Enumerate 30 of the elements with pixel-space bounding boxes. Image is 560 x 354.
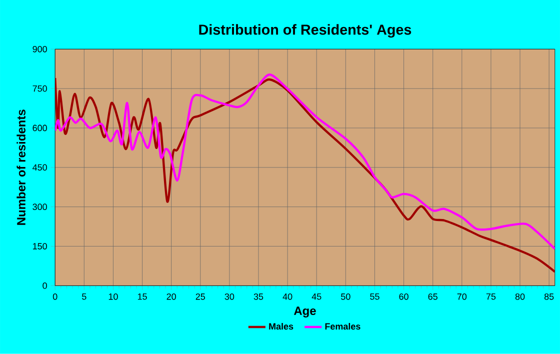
y-tick-label: 600 — [32, 124, 47, 132]
x-axis-title: Age — [294, 306, 316, 318]
x-tick-label: 75 — [486, 294, 496, 300]
y-axis-title: Number of residents — [16, 110, 26, 225]
x-tick-label: 30 — [224, 294, 234, 300]
legend-label: Males — [269, 323, 294, 330]
y-tick-label: 900 — [32, 46, 47, 52]
x-tick-label: 20 — [166, 294, 176, 300]
x-tick-label: 45 — [312, 294, 322, 300]
chart-title: Distribution of Residents' Ages — [199, 24, 412, 38]
legend-label: Females — [325, 323, 360, 330]
x-tick-label: 5 — [82, 294, 86, 300]
y-tick-label: 750 — [32, 85, 47, 92]
x-tick-label: 65 — [428, 294, 438, 300]
x-tick-label: 0 — [52, 294, 58, 300]
x-tick-label: 85 — [544, 294, 554, 300]
x-tick-label: 50 — [341, 294, 350, 300]
y-tick-label: 450 — [32, 164, 47, 171]
x-tick-label: 80 — [515, 294, 525, 300]
x-tick-label: 60 — [399, 294, 408, 300]
x-tick-label: 25 — [196, 294, 205, 300]
y-tick-label: 150 — [33, 243, 47, 250]
y-tick-label: 300 — [32, 204, 47, 210]
x-tick-label: 55 — [370, 294, 380, 300]
x-tick-label: 70 — [457, 294, 467, 300]
x-tick-label: 40 — [282, 294, 292, 300]
x-tick-label: 10 — [108, 294, 118, 300]
x-tick-label: 15 — [138, 294, 147, 300]
y-tick-label: 0 — [42, 282, 47, 289]
x-tick-label: 35 — [254, 294, 264, 300]
